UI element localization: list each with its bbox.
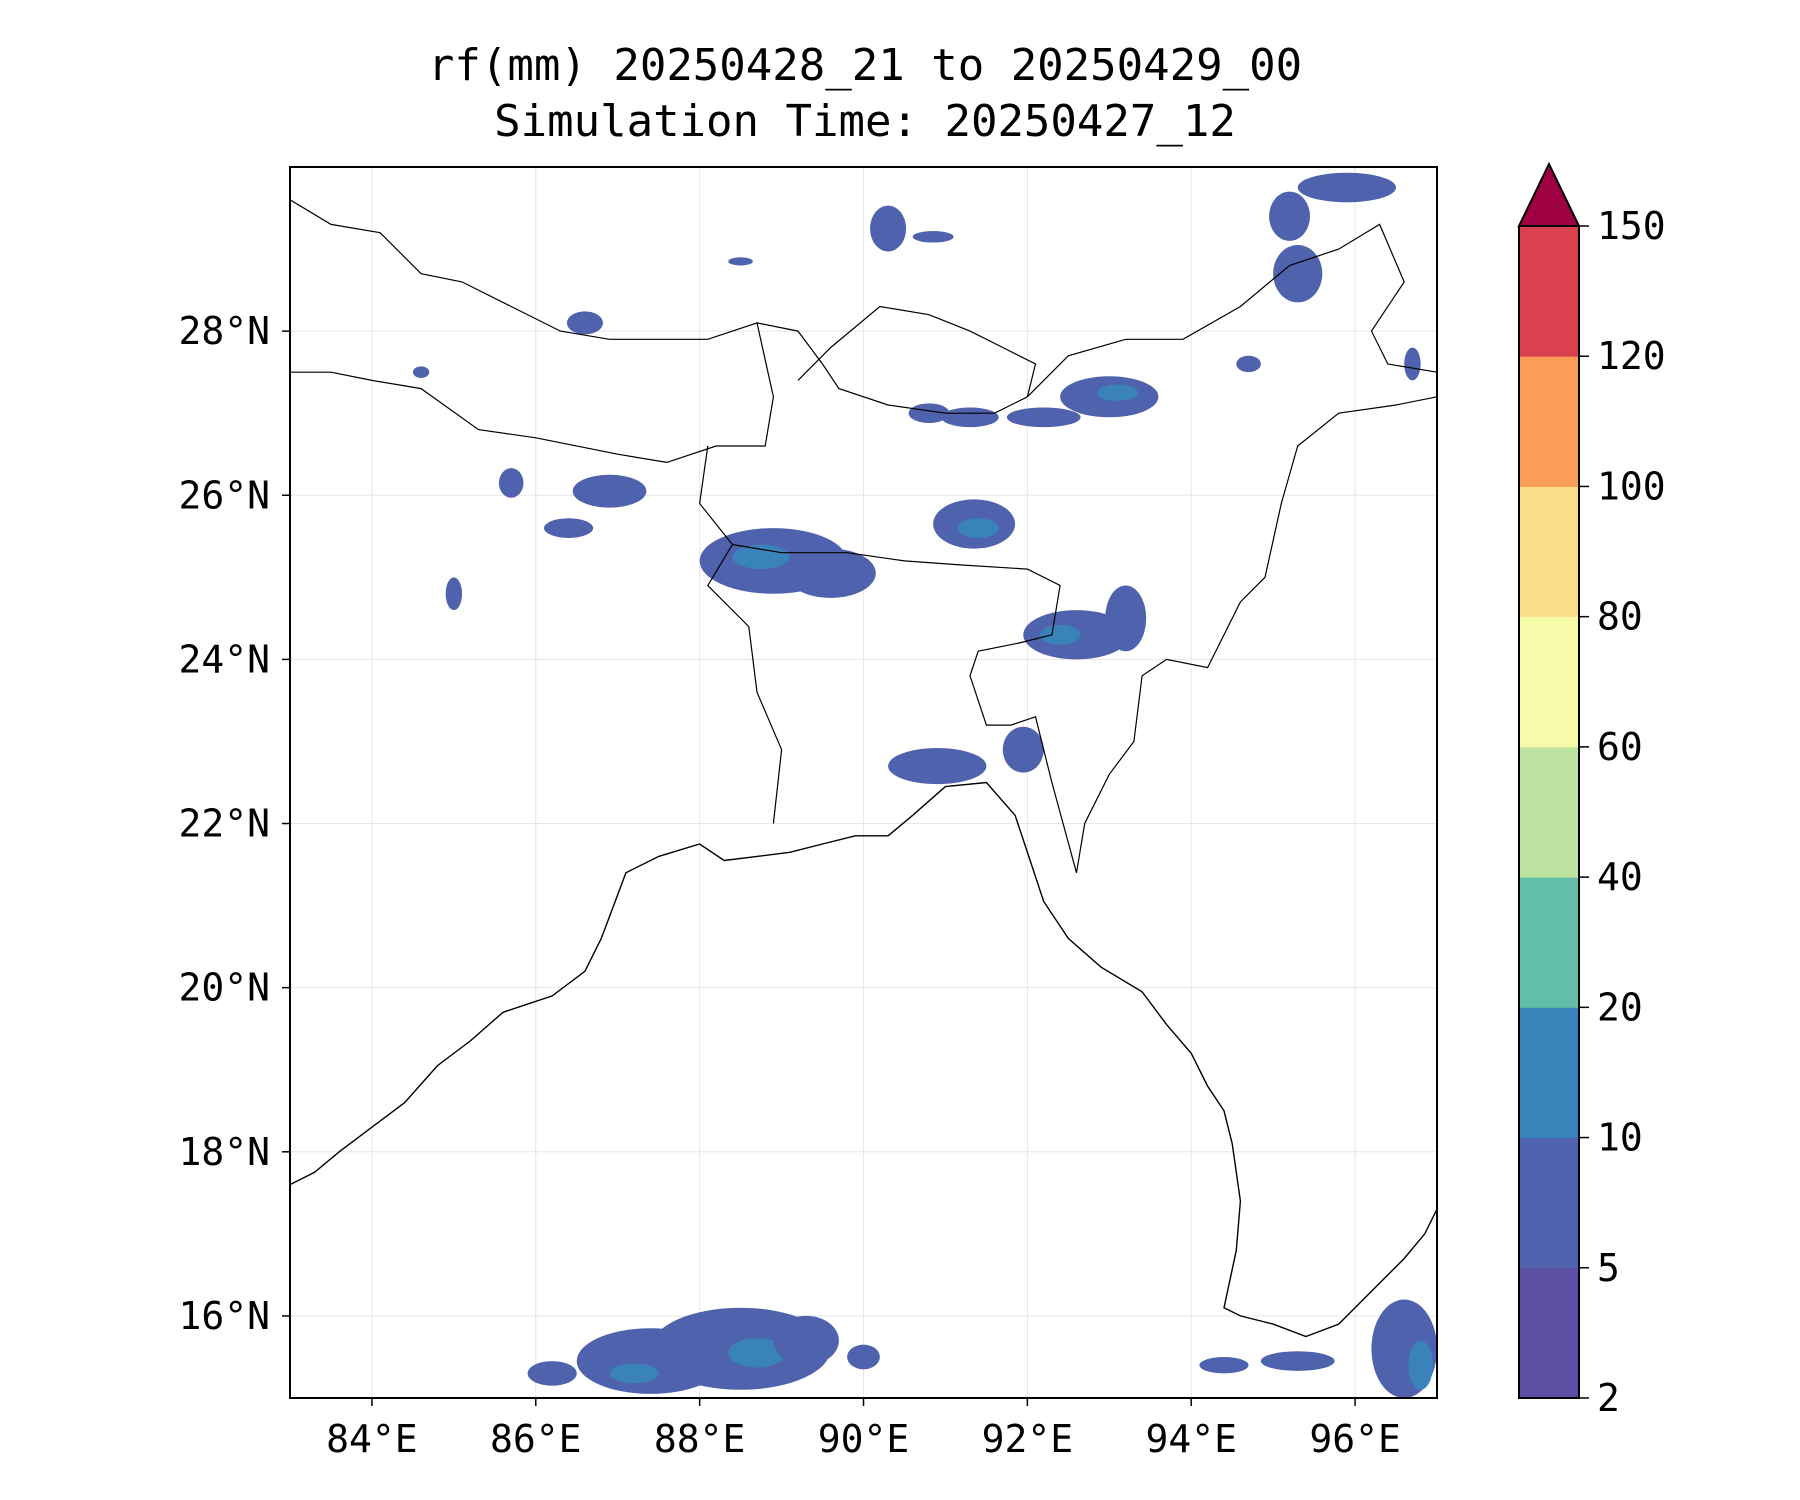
lon-tick-label: 90°E (818, 1417, 910, 1461)
rainfall-area (847, 1344, 880, 1370)
country-border (732, 543, 1078, 873)
rainfall-area (732, 544, 790, 570)
colorbar-segment (1519, 877, 1579, 1008)
rainfall-area (1404, 347, 1421, 381)
country-border (698, 445, 783, 824)
colorbar-tick-label: 20 (1597, 985, 1643, 1029)
lat-tick-label: 24°N (178, 637, 270, 681)
rainfall-area (912, 231, 954, 243)
colorbar-tick-label: 2 (1597, 1376, 1620, 1420)
rainfall-area (572, 474, 647, 508)
lon-tick-label: 96°E (1309, 1417, 1401, 1461)
rainfall-area (412, 366, 430, 378)
lon-tick-label: 92°E (982, 1417, 1074, 1461)
colorbar-tick-label: 100 (1597, 464, 1666, 508)
lat-tick-label: 18°N (178, 1130, 270, 1174)
map-axes: 84°E 86°E 88°E 90°E 92°E 94°E 96°E 16°N 18°N 20°N… (178, 309, 1400, 1461)
rainfall-area (576, 1328, 725, 1394)
rainfall-area (870, 205, 907, 252)
rainfall-area (941, 407, 999, 428)
colorbar-tick-label: 60 (1597, 725, 1643, 769)
rainfall-area (957, 518, 999, 538)
lon-tick-label: 84°E (326, 1417, 418, 1461)
coastline (290, 781, 1437, 1338)
colorbar-tick-label: 120 (1597, 334, 1666, 378)
rainfall-area (1199, 1356, 1249, 1374)
country-border (290, 199, 775, 464)
rainfall-area (728, 1338, 786, 1368)
rainfall-area (1039, 624, 1081, 645)
rainfall-area (1236, 355, 1261, 373)
rainfall-area (1269, 191, 1311, 241)
plot-title-line-1: rf(mm) 20250428_21 to 20250429_00 (427, 40, 1303, 91)
rainfall-area (566, 311, 603, 335)
colorbar-segment (1519, 1267, 1579, 1399)
lon-tick-label: 86°E (490, 1417, 582, 1461)
rainfall-area (543, 518, 594, 538)
rainfall-area (728, 257, 753, 266)
rainfall-area (1006, 407, 1081, 428)
colorbar-segment (1519, 746, 1579, 878)
rainfall-area (609, 1363, 659, 1384)
plot-title-line-2: Simulation Time: 20250427_12 (494, 96, 1236, 147)
rainfall-area (773, 1315, 839, 1366)
lat-tick-label: 26°N (178, 473, 270, 517)
map-area (290, 167, 1437, 1398)
rainfall-area (445, 577, 463, 611)
colorbar-segment (1519, 226, 1579, 357)
rainfall-area (785, 548, 876, 598)
lat-tick-label: 20°N (178, 966, 270, 1010)
colorbar: 2 5 10 20 40 60 80 100 120 150 (1517, 161, 1666, 1420)
colorbar-tick-label: 10 (1597, 1116, 1643, 1160)
lat-tick-label: 22°N (178, 802, 270, 846)
colorbar-frame (1518, 225, 1580, 1399)
colorbar-tick-label: 80 (1597, 595, 1643, 639)
colorbar-segment (1519, 356, 1579, 487)
country-border (1075, 396, 1437, 873)
lat-tick-label: 28°N (178, 309, 270, 353)
colorbar-segment (1519, 1137, 1579, 1269)
colorbar-segment (1519, 1007, 1579, 1139)
rainfall-area (1002, 726, 1044, 773)
rainfall-area (888, 748, 987, 785)
colorbar-tick-label: 40 (1597, 855, 1643, 899)
lat-tick-label: 16°N (178, 1294, 270, 1338)
rainfall-area (1260, 1351, 1335, 1371)
colorbar-segment (1519, 486, 1579, 618)
rainfall-area (1408, 1340, 1433, 1390)
lon-tick-label: 88°E (654, 1417, 746, 1461)
rainfall-area (527, 1361, 577, 1386)
rainfall-area (1297, 172, 1397, 203)
colorbar-segment (1519, 616, 1579, 748)
rainfall-area (1273, 244, 1323, 303)
rainfall-area (908, 403, 950, 424)
colorbar-tick-label: 150 (1597, 204, 1666, 248)
rainfall-area (1105, 585, 1147, 652)
lon-tick-label: 94°E (1145, 1417, 1237, 1461)
colorbar-extend-arrow (1517, 161, 1581, 227)
country-border (1026, 223, 1437, 398)
country-border (756, 305, 1037, 414)
rainfall-area (498, 468, 524, 498)
rainfall-area (1096, 384, 1138, 401)
colorbar-tick-label: 5 (1597, 1246, 1620, 1290)
